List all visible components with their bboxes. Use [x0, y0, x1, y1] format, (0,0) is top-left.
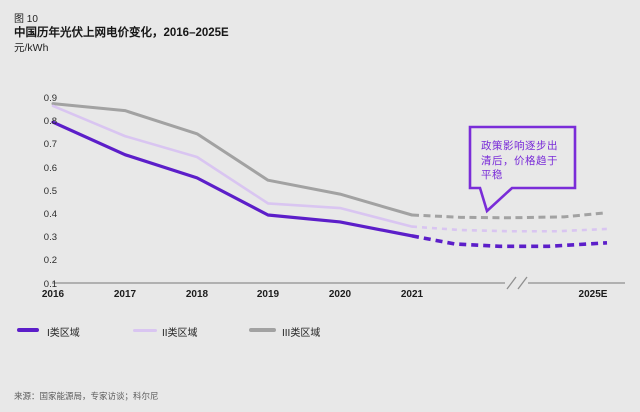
y-tick-label: 0.7 — [43, 139, 57, 151]
series-line-solid-II类区域 — [51, 104, 414, 228]
callout-text: 政策影响逐步出 清后，价格趋于 平稳 — [481, 139, 573, 183]
y-tick-label: 0.5 — [43, 185, 57, 197]
legend-label: II类区域 — [162, 328, 198, 339]
callout-bubble — [468, 125, 577, 214]
y-tick-label: 0.1 — [43, 278, 57, 290]
y-tick-label: 0.8 — [43, 116, 57, 128]
x-tick-label: 2021 — [400, 289, 424, 300]
x-tick-label: 2020 — [328, 289, 352, 300]
x-tick-label: 2018 — [185, 289, 209, 300]
y-tick-label: 0.2 — [43, 255, 57, 267]
series-lines — [51, 102, 608, 249]
legend-label: I类区域 — [47, 328, 80, 339]
y-tick-label: 0.6 — [43, 162, 57, 174]
y-tick-label: 0.9 — [43, 93, 57, 104]
x-tick-label: 2016 — [41, 289, 65, 300]
series-line-solid-III类区域 — [51, 102, 414, 217]
legend-swatch — [249, 328, 276, 332]
series-line-forecast-II类区域 — [411, 225, 608, 233]
series-line-forecast-I类区域 — [411, 234, 608, 249]
callout-line: 清后，价格趋于 — [481, 154, 558, 167]
source-note: 来源：国家能源局，专家访谈；科尔尼 — [14, 391, 159, 401]
x-tick-label: 2019 — [256, 289, 280, 300]
unit-label: 元/kWh — [14, 42, 49, 54]
x-tick-label: 2025E — [578, 289, 608, 300]
callout-line: 政策影响逐步出 — [481, 140, 558, 152]
legend-label: III类区域 — [282, 328, 321, 339]
x-tick-label: 2017 — [113, 289, 137, 300]
figure-title: 中国历年光伏上网电价变化，2016–2025E — [14, 27, 229, 39]
y-tick-label: 0.4 — [43, 209, 57, 220]
legend-swatch — [133, 328, 157, 332]
legend-swatch — [17, 328, 39, 332]
series-line-solid-I类区域 — [51, 120, 414, 238]
figure-label: 图 10 — [14, 14, 38, 25]
series-line-forecast-III类区域 — [411, 211, 608, 220]
x-axis — [52, 276, 625, 290]
y-tick-label: 0.3 — [43, 232, 57, 244]
callout-line: 平稳 — [481, 169, 503, 181]
axis-break-slash — [517, 276, 528, 290]
axis-break-slash — [506, 276, 517, 290]
